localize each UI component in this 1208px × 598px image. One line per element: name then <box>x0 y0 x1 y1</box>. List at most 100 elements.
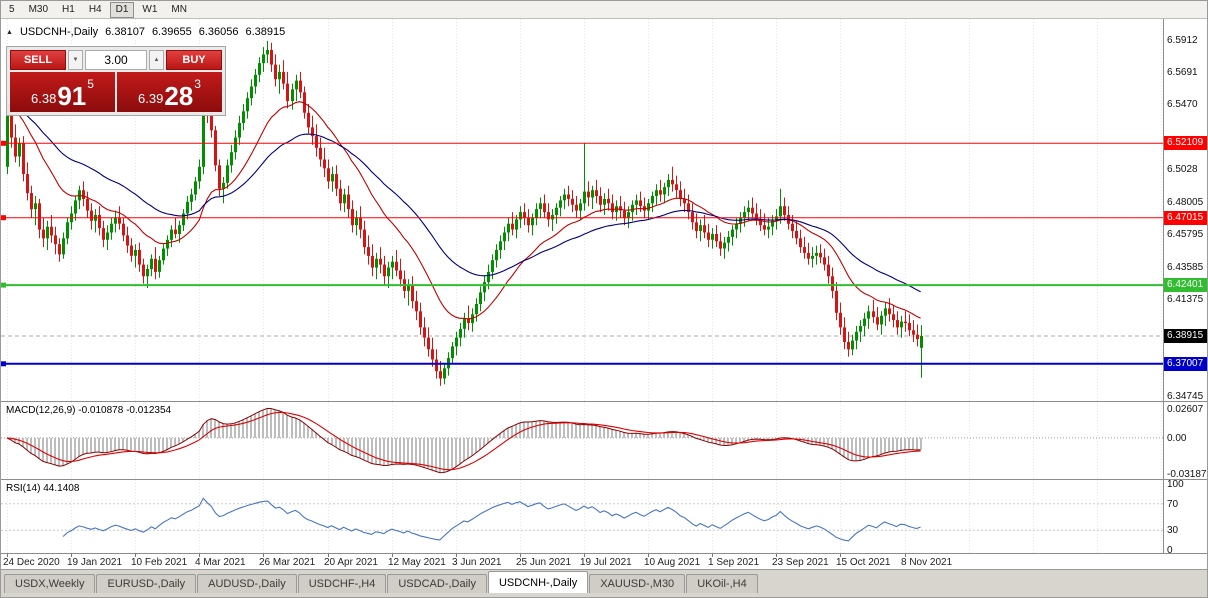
timeframe-toolbar: 5 M30 H1 H4 D1 W1 MN <box>1 1 1207 19</box>
price-axis-label: 6.5470 <box>1167 99 1198 111</box>
sell-price-display[interactable]: 6.38 91 5 <box>10 72 115 112</box>
date-axis-label: 15 Oct 2021 <box>836 557 891 568</box>
date-tick <box>199 554 200 557</box>
date-axis-label: 10 Feb 2021 <box>131 557 188 568</box>
price-axis-label: 6.48005 <box>1167 197 1204 209</box>
date-axis-label: 19 Jul 2021 <box>580 557 632 568</box>
buy-price-point: 3 <box>194 77 201 91</box>
date-axis[interactable]: 24 Dec 2020 19 Jan 2021 10 Feb 2021 4 Mar 2… <box>1 553 1207 569</box>
price-axis-label: 6.34745 <box>1167 390 1204 402</box>
buy-price-pips: 28 <box>164 81 194 111</box>
macd-axis-label: -0.03187 <box>1167 468 1207 480</box>
date-tick <box>263 554 264 557</box>
date-axis-label: 10 Aug 2021 <box>644 557 701 568</box>
date-tick <box>7 554 8 557</box>
timeframe-button-h4[interactable]: H4 <box>83 2 108 18</box>
price-axis-label: 6.45795 <box>1167 229 1204 241</box>
date-axis-label: 19 Jan 2021 <box>67 557 123 568</box>
one-click-trade-panel: SELL ▼ ▲ BUY 6.38 91 5 6.39 28 3 <box>6 46 226 116</box>
price-axis-label: 6.5691 <box>1167 67 1198 79</box>
chart-tab-audusd-daily[interactable]: AUDUSD-,Daily <box>197 574 297 593</box>
rsi-axis-label: 100 <box>1167 479 1184 490</box>
price-line-badge: 6.52109 <box>1164 136 1207 151</box>
candlestick-chart[interactable] <box>1 19 1163 401</box>
timeframe-button-5[interactable]: 5 <box>3 2 21 18</box>
price-axis-label: 6.5028 <box>1167 164 1198 175</box>
date-tick <box>584 554 585 557</box>
timeframe-button-h1[interactable]: H1 <box>56 2 81 18</box>
buy-price-main: 6.39 <box>138 91 164 106</box>
rsi-axis-label: 0 <box>1167 545 1173 556</box>
timeframe-button-m30[interactable]: M30 <box>23 2 54 18</box>
buy-price-display[interactable]: 6.39 28 3 <box>117 72 222 112</box>
rsi-axis-label: 70 <box>1167 498 1179 510</box>
ohlc-open: 6.38107 <box>105 26 145 38</box>
date-tick <box>520 554 521 557</box>
date-axis-label: 20 Apr 2021 <box>324 557 378 568</box>
chart-tab-eurusd-daily[interactable]: EURUSD-,Daily <box>96 574 197 593</box>
timeframe-button-w1[interactable]: W1 <box>136 2 163 18</box>
chart-tab-usdchf-h4[interactable]: USDCHF-,H4 <box>297 574 387 593</box>
macd-axis-label: 0.02607 <box>1167 403 1204 415</box>
sell-button[interactable]: SELL <box>10 50 66 70</box>
timeframe-button-mn[interactable]: MN <box>165 2 193 18</box>
sell-price-main: 6.38 <box>31 91 57 106</box>
price-line-badge: 6.37007 <box>1164 356 1207 371</box>
rsi-panel: RSI(14) 44.1408 100 70 30 0 <box>1 479 1207 556</box>
volume-increase-button[interactable]: ▲ <box>149 50 164 70</box>
chart-symbol-label: USDCNH-,Daily <box>19 26 99 38</box>
date-tick <box>392 554 393 557</box>
chart-tab-usdcad-daily[interactable]: USDCAD-,Daily <box>387 574 487 593</box>
date-axis-label: 8 Nov 2021 <box>901 557 953 568</box>
rsi-label: RSI(14) 44.1408 <box>6 483 80 494</box>
price-axis-label: 6.43585 <box>1167 261 1204 273</box>
date-axis-label: 26 Mar 2021 <box>259 557 316 568</box>
price-axis-label: 6.41375 <box>1167 294 1204 306</box>
macd-axis: 0.02607 0.00 -0.03187 <box>1163 402 1207 480</box>
price-line-badge: 6.47015 <box>1164 210 1207 225</box>
main-chart-panel: ▲ USDCNH-,Daily 6.38107 6.39655 6.36056 … <box>1 19 1207 402</box>
rsi-axis-label: 30 <box>1167 525 1179 537</box>
buy-button[interactable]: BUY <box>166 50 222 70</box>
chart-tab-ukoil-h4[interactable]: UKOil-,H4 <box>686 574 758 593</box>
chart-tab-usdx-weekly[interactable]: USDX,Weekly <box>4 574 96 593</box>
date-axis-label: 25 Jun 2021 <box>516 557 572 568</box>
sell-price-point: 5 <box>87 77 94 91</box>
date-tick <box>328 554 329 557</box>
date-tick <box>135 554 136 557</box>
chart-tab-xauusd-m30[interactable]: XAUUSD-,M30 <box>589 574 686 593</box>
current-price-badge: 6.38915 <box>1164 328 1207 343</box>
date-axis-label: 23 Sep 2021 <box>772 557 829 568</box>
date-tick <box>905 554 906 557</box>
date-axis-label: 4 Mar 2021 <box>195 557 246 568</box>
bottom-strip <box>1 593 1207 597</box>
timeframe-button-d1[interactable]: D1 <box>109 1 135 18</box>
chart-tab-usdcnh-daily[interactable]: USDCNH-,Daily <box>487 571 589 593</box>
rsi-chart[interactable] <box>1 480 1163 554</box>
date-tick <box>776 554 777 557</box>
date-tick <box>712 554 713 557</box>
price-line-badge: 6.42401 <box>1164 278 1207 293</box>
macd-label: MACD(12,26,9) -0.010878 -0.012354 <box>6 405 172 416</box>
chevron-down-icon: ▼ <box>72 57 79 63</box>
price-axis[interactable]: 6.5912 6.5691 6.5470 6.5028 6.48005 6.45795 6.… <box>1163 19 1207 402</box>
date-tick <box>840 554 841 557</box>
volume-decrease-button[interactable]: ▼ <box>68 50 83 70</box>
macd-panel: MACD(12,26,9) -0.010878 -0.012354 0.0260… <box>1 401 1207 480</box>
date-axis-label: 24 Dec 2020 <box>3 557 60 568</box>
ohlc-low: 6.36056 <box>198 26 239 38</box>
ohlc-close: 6.38915 <box>245 26 286 38</box>
date-axis-label: 3 Jun 2021 <box>452 557 502 568</box>
chevron-up-icon: ▲ <box>153 57 160 63</box>
rsi-axis: 100 70 30 0 <box>1163 479 1207 556</box>
chart-tab-bar: USDX,Weekly EURUSD-,Daily AUDUSD-,Daily USD… <box>1 569 1207 593</box>
ohlc-high: 6.39655 <box>151 26 192 38</box>
sell-price-pips: 91 <box>57 81 87 111</box>
macd-chart[interactable] <box>1 402 1163 480</box>
date-tick <box>71 554 72 557</box>
collapse-chart-icon[interactable]: ▲ <box>6 28 13 36</box>
volume-input[interactable] <box>85 50 147 70</box>
chart-header: ▲ USDCNH-,Daily 6.38107 6.39655 6.36056 … <box>6 26 285 38</box>
date-tick <box>648 554 649 557</box>
